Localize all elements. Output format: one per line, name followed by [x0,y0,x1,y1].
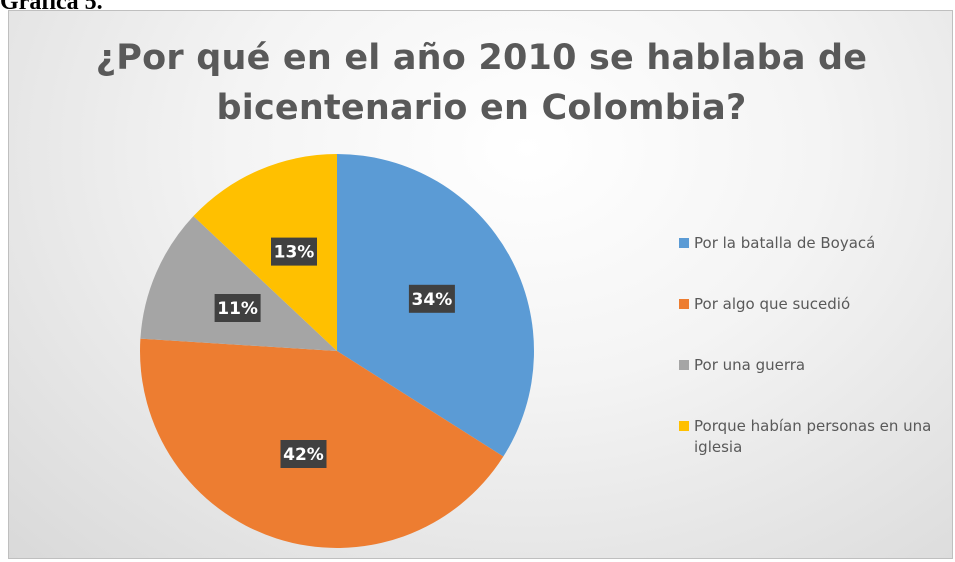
pie-slice-iglesia [193,154,337,351]
data-label-iglesia: 13% [271,237,317,266]
data-label-boyaca: 34% [408,284,455,313]
legend-swatch-algo-sucedio [679,299,689,309]
legend-item-iglesia: Porque habían personas en una iglesia [679,416,952,458]
svg-text:34%: 34% [412,290,453,310]
legend-label-boyaca: Por la batalla de Boyacá [694,234,876,252]
chart-title: ¿Por qué en el año 2010 se hablaba de bi… [9,33,952,133]
svg-text:11%: 11% [217,299,258,319]
chart-title-line-1: ¿Por qué en el año 2010 se hablaba de [95,38,868,78]
svg-text:13%: 13% [274,243,315,263]
legend-label-algo-sucedio: Por algo que sucedió [694,295,851,313]
legend-label-iglesia: Porque habían personas en una iglesia [694,417,932,456]
chart-area: ¿Por qué en el año 2010 se hablaba de bi… [8,10,953,559]
legend-label-guerra: Por una guerra [694,356,806,374]
pie-chart: 34% 42% 11% 13% [140,154,534,548]
legend-item-algo-sucedio: Por algo que sucedió [679,294,952,315]
chart-legend: Por la batalla de Boyacá Por algo que suc… [679,233,952,498]
legend-swatch-guerra [679,360,689,370]
legend-swatch-iglesia [679,421,689,431]
data-label-guerra: 11% [214,294,261,322]
legend-swatch-boyaca [679,238,689,248]
pie-slice-guerra [140,216,337,351]
chart-title-line-2: bicentenario en Colombia? [216,88,747,128]
data-label-algo-sucedio: 42% [280,440,327,468]
legend-item-boyaca: Por la batalla de Boyacá [679,233,952,254]
svg-text:42%: 42% [283,445,324,465]
legend-item-guerra: Por una guerra [679,355,952,376]
